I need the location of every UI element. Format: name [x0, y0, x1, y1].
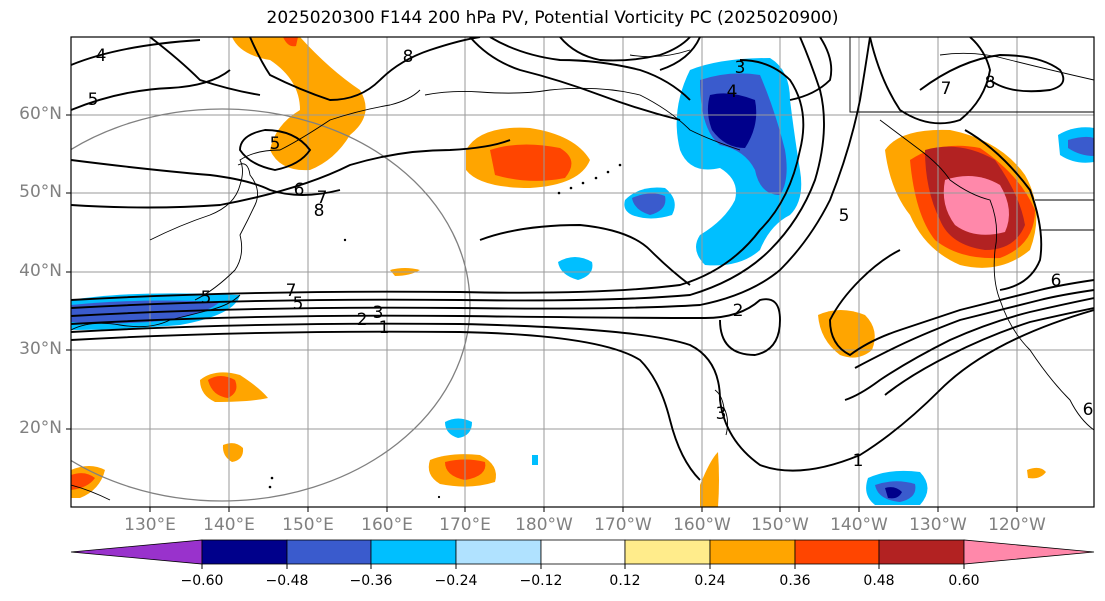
lon-label: 120°W	[988, 515, 1046, 535]
lon-label: 130°E	[124, 515, 176, 535]
colorbar-tick-label: −0.12	[519, 573, 563, 589]
contour-label: 8	[403, 47, 414, 67]
pv-fill-positive-peak	[943, 176, 1009, 235]
contour-label: 5	[293, 294, 304, 314]
contour-label: 6	[1083, 400, 1094, 420]
colorbar-tick-label: 0.48	[863, 573, 895, 589]
colorbar-tick-label: −0.36	[349, 573, 393, 589]
colorbar-tick-label: 0.12	[609, 573, 641, 589]
colorbar	[70, 539, 1095, 569]
lon-label: 160°W	[673, 515, 731, 535]
lon-label: 170°E	[439, 515, 491, 535]
islands	[268, 163, 622, 499]
contour-label: 1	[379, 318, 390, 338]
contour-label: 6	[294, 180, 305, 200]
map-title: 2025020300 F144 200 hPa PV, Potential Vo…	[266, 8, 839, 28]
lon-label: 180°W	[515, 515, 573, 535]
lat-label: 20°N	[19, 418, 62, 438]
contour-labels: 4 5 5 6 7 8 8 3 4 5 8 7 6 7 5 3 2 1 2 3 …	[88, 46, 1094, 471]
contour-label: 4	[96, 46, 107, 66]
contour-label: 7	[317, 188, 328, 208]
lat-label: 30°N	[19, 339, 62, 359]
lat-label: 40°N	[19, 261, 62, 281]
colorbar-tick-label: −0.48	[265, 573, 309, 589]
contour-label: 5	[839, 206, 850, 226]
pv-fill-negative-max	[707, 93, 902, 499]
contour-label: 8	[985, 73, 996, 93]
contour-label: 7	[941, 79, 952, 99]
contour-label: 3	[373, 303, 384, 323]
contour-label: 3	[735, 58, 746, 78]
pv-contours	[71, 37, 1094, 481]
lon-label: 160°E	[361, 515, 413, 535]
contour-label: 8	[314, 201, 325, 221]
contour-label: 2	[357, 310, 368, 330]
lat-label: 60°N	[19, 104, 62, 124]
colorbar-tick-label: 0.24	[694, 573, 726, 589]
contour-label: 6	[1051, 271, 1062, 291]
contour-label: 3	[716, 404, 727, 424]
lat-label: 50°N	[19, 182, 62, 202]
contour-label: 5	[88, 90, 99, 110]
contour-label: 5	[201, 288, 212, 308]
contour-label: 5	[270, 134, 281, 154]
range-circle	[71, 108, 471, 502]
lon-label: 140°W	[830, 515, 888, 535]
colorbar-tick-label: −0.60	[180, 573, 224, 589]
contour-label: 7	[286, 281, 297, 301]
lon-label: 130°W	[909, 515, 967, 535]
colorbar-tick-label: 0.36	[779, 573, 811, 589]
colorbar-tick-label: 0.60	[948, 573, 980, 589]
colorbar-tick-label: −0.24	[434, 573, 478, 589]
lon-label: 150°E	[282, 515, 334, 535]
contour-label: 4	[727, 82, 738, 102]
lon-label: 140°E	[203, 515, 255, 535]
contour-label: 2	[733, 301, 744, 321]
lon-label: 150°W	[751, 515, 809, 535]
lon-label: 170°W	[594, 515, 652, 535]
graticule	[71, 37, 1094, 507]
contour-label: 1	[853, 451, 864, 471]
